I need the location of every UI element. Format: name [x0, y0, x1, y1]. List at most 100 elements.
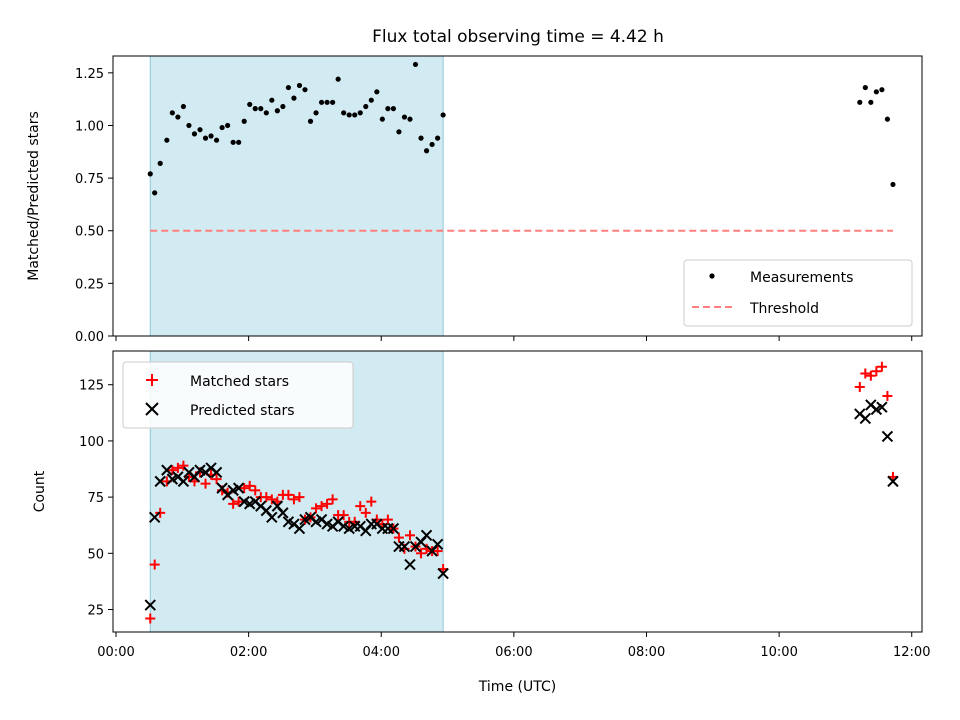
matched-star-point	[155, 507, 166, 518]
measurement-point	[252, 106, 258, 112]
ratio-y-tick-label: 0.75	[75, 172, 104, 187]
measurement-point	[230, 139, 236, 145]
measurement-point	[429, 141, 435, 148]
ratio-panel: 0.00 0.25 0.50 0.75 1.00 1.25 Matched/Predict…	[26, 55, 923, 345]
predicted-star-point	[266, 511, 278, 524]
predicted-star-point	[404, 558, 416, 571]
measurement-point	[169, 110, 175, 116]
count-y-tick-label: 25	[87, 604, 104, 619]
matched-star-point	[178, 460, 189, 471]
measurement-point	[186, 122, 192, 129]
count-plot-frame	[112, 350, 923, 633]
measurement-point	[407, 116, 413, 122]
predicted-star-point	[859, 412, 872, 425]
measurement-point	[164, 137, 170, 143]
matched-star-point	[871, 366, 882, 377]
measurement-point	[197, 127, 203, 133]
ratio-x-ticks	[115, 336, 913, 341]
matched-star-point	[393, 532, 404, 543]
count-x-ticks: 00:00 02:00 04:00 06:00 08:00 10:00 12:00	[97, 632, 930, 660]
legend-measurements-label: Measurements	[750, 270, 853, 286]
ratio-y-tick-label: 0.00	[75, 330, 104, 345]
ratio-y-tick-label: 0.50	[75, 225, 104, 240]
measurement-point	[352, 112, 358, 118]
predicted-star-point	[232, 482, 245, 494]
measurement-point	[285, 84, 292, 91]
measurement-point	[263, 110, 269, 116]
measurement-point	[219, 124, 225, 131]
measurement-point	[318, 99, 325, 105]
predicted-star-point	[437, 567, 449, 580]
measurement-point	[269, 97, 275, 103]
ratio-plot-frame	[112, 55, 923, 337]
matched-star-point	[261, 492, 272, 503]
matched-star-point	[311, 503, 322, 514]
measurement-point	[313, 110, 319, 116]
matched-star-point	[233, 496, 244, 507]
measurement-point	[274, 108, 280, 114]
matched-star-point	[228, 498, 239, 509]
legend-measurements-marker	[709, 273, 715, 279]
measurement-point	[280, 103, 286, 110]
predicted-star-points	[144, 399, 899, 611]
measurement-point	[296, 82, 303, 89]
measurement-point	[324, 99, 330, 105]
predicted-star-point	[148, 511, 161, 524]
matched-star-point	[854, 381, 865, 392]
measurement-point	[247, 101, 253, 108]
ratio-y-tick-label: 1.00	[75, 119, 104, 134]
matched-star-point	[327, 494, 338, 505]
count-y-tick-label: 75	[87, 491, 104, 506]
ratio-observing-span	[149, 55, 444, 337]
matched-star-point	[239, 483, 250, 494]
measurement-point	[225, 122, 231, 129]
measurement-point	[379, 116, 385, 122]
x-tick-label: 00:00	[97, 645, 134, 660]
x-tick-label: 06:00	[495, 645, 532, 660]
measurement-point	[191, 131, 198, 137]
measurement-point	[390, 106, 397, 112]
predicted-star-point	[387, 522, 400, 535]
ratio-y-tick-label: 0.25	[75, 277, 104, 292]
measurement-points	[147, 61, 896, 196]
matched-star-point	[355, 501, 366, 512]
predicted-star-point	[887, 475, 899, 488]
count-y-axis-label: Count	[32, 470, 48, 512]
matched-star-point	[865, 370, 876, 381]
x-tick-label: 08:00	[628, 645, 665, 660]
measurement-point	[175, 114, 181, 120]
matched-star-point	[432, 546, 443, 557]
measurement-point	[396, 129, 402, 135]
measurement-point	[180, 103, 187, 110]
predicted-star-point	[144, 599, 156, 611]
matched-star-point	[404, 530, 415, 541]
measurement-point	[862, 84, 868, 91]
measurement-point	[346, 112, 352, 118]
matched-star-point	[288, 494, 299, 505]
measurement-point	[401, 114, 408, 120]
matched-star-point	[322, 498, 333, 509]
measurement-point	[868, 99, 874, 105]
predicted-star-point	[277, 507, 289, 519]
measurement-point	[363, 103, 369, 110]
count-y-tick-label: 50	[87, 547, 104, 562]
legend-predicted-label: Predicted stars	[190, 403, 295, 419]
measurement-point	[258, 106, 264, 112]
x-axis-label: Time (UTC)	[478, 679, 556, 695]
ratio-legend-box	[683, 259, 913, 327]
predicted-star-point	[881, 430, 894, 443]
measurement-point	[202, 135, 209, 141]
matched-star-point	[145, 613, 156, 624]
matched-star-point	[316, 501, 327, 512]
chart-title: Flux total observing time = 4.42 h	[372, 27, 664, 47]
measurement-point	[418, 135, 424, 141]
measurement-point	[335, 76, 341, 82]
predicted-star-point	[420, 529, 433, 542]
matched-star-point	[338, 510, 349, 521]
x-tick-label: 10:00	[760, 645, 797, 660]
measurement-point	[423, 148, 430, 154]
legend-threshold-label: Threshold	[749, 301, 819, 317]
x-tick-label: 04:00	[363, 645, 400, 660]
matched-star-point	[266, 494, 277, 505]
